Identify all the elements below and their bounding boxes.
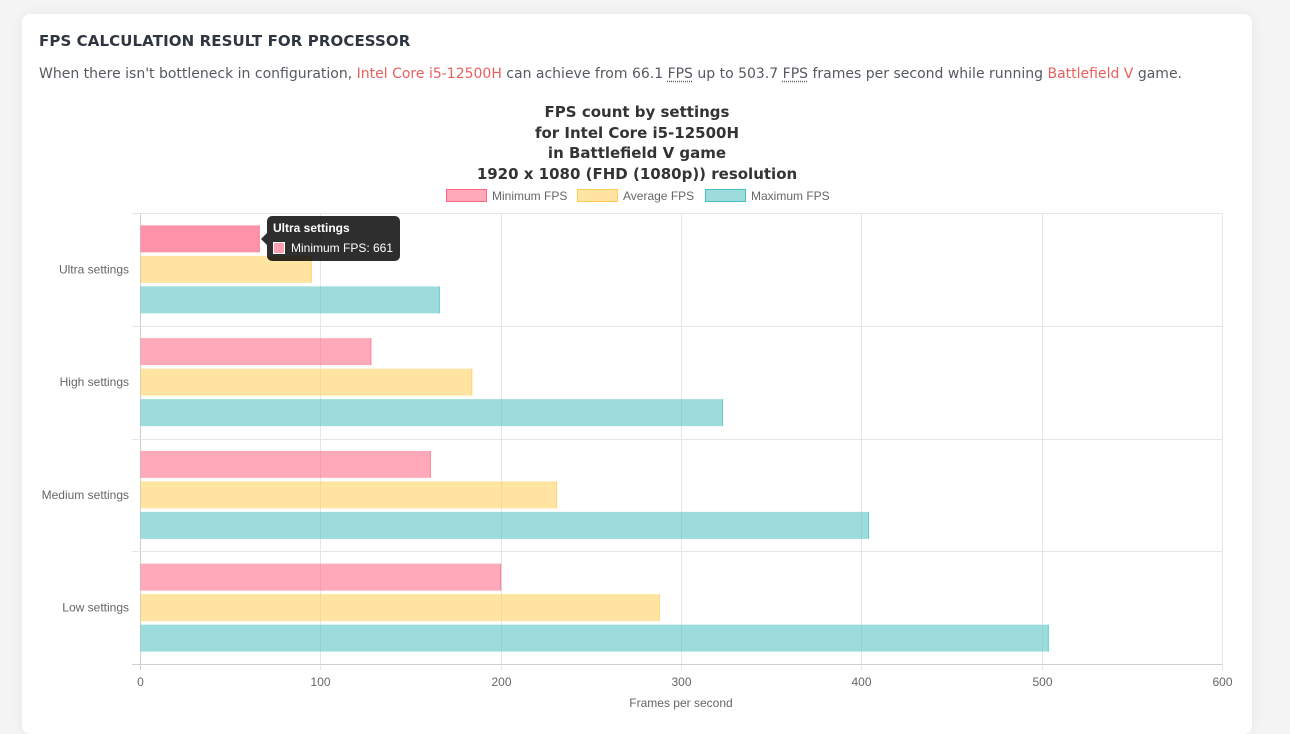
avg-fps-bar [140,594,660,622]
min-fps-bar [140,450,431,478]
avg-fps-bar [140,368,473,396]
tooltip-title: Ultra settings [273,221,350,235]
max-fps-bar [140,511,870,539]
max-fps-bar [140,399,723,427]
x-tick-label: 0 [137,675,144,689]
tooltip-label: Minimum FPS: 661 [291,241,394,255]
chart-title: FPS count by settings for Intel Core i5-… [22,102,1252,184]
legend-max-fps-label: Maximum FPS [751,189,830,203]
legend-min-fps-swatch [446,189,487,202]
bars [140,225,1049,652]
fps-abbr: FPS [667,66,693,82]
summary-part-5: game. [1133,66,1183,82]
game-link[interactable]: Battlefield V [1047,66,1134,82]
section-heading: FPS CALCULATION RESULT FOR PROCESSOR [39,32,411,50]
y-tick-label: Ultra settings [59,262,129,276]
summary-part-1: When there isn't bottleneck in configura… [39,66,357,82]
min-fps-bar [140,338,372,366]
chart-title-line: 1920 x 1080 (FHD (1080p)) resolution [476,164,798,183]
max-fps-bar [140,286,440,314]
summary-part-4: frames per second while running [808,66,1048,82]
fps-abbr: FPS [782,66,809,82]
y-tick-label: Medium settings [42,488,129,502]
legend-min-fps-label: Minimum FPS [492,189,567,203]
legend-avg-fps-swatch [577,189,618,202]
min-fps-bar [140,225,260,253]
x-tick-label: 400 [851,675,871,689]
processor-link[interactable]: Intel Core i5-12500H [356,66,502,82]
legend: Minimum FPS Average FPS Maximum FPS [446,189,830,203]
chart-title-line: in Battlefield V game [547,144,727,162]
tooltip-swatch [273,242,285,254]
y-axis: Ultra settings High settings Medium settin… [42,262,129,614]
x-axis: 0 100 200 300 400 500 600 [137,675,1233,689]
fps-bar-chart: Ultra settings High settings Medium settin… [42,189,1233,710]
x-axis-title: Frames per second [629,696,732,710]
chart-title-line: FPS count by settings [544,103,730,121]
summary-part-2: can achieve from 66.1 [501,66,668,82]
min-fps-bar [140,563,502,591]
y-tick-label: High settings [60,375,129,389]
legend-max-fps-swatch [705,189,746,202]
summary-part-3: up to 503.7 [692,66,783,82]
x-tick-label: 100 [310,675,330,689]
legend-avg-fps-label: Average FPS [623,189,694,203]
avg-fps-bar [140,481,558,509]
chart-tooltip: Ultra settings Minimum FPS: 661 [260,216,401,261]
grid-lines [132,213,1223,670]
x-tick-label: 200 [491,675,511,689]
x-tick-label: 500 [1032,675,1052,689]
max-fps-bar [140,624,1049,652]
chart-title-line: for Intel Core i5-12500H [534,123,740,142]
x-tick-label: 600 [1212,675,1232,689]
x-tick-label: 300 [671,675,691,689]
summary-text: When there isn't bottleneck in configura… [39,66,1182,82]
y-tick-label: Low settings [62,601,129,615]
